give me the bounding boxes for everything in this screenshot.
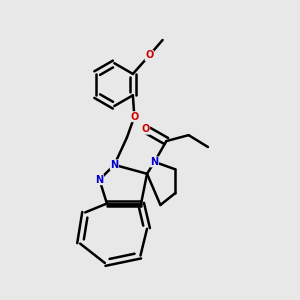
Text: O: O <box>145 50 153 61</box>
Text: O: O <box>141 124 150 134</box>
Text: N: N <box>110 160 118 170</box>
Text: O: O <box>130 112 139 122</box>
Text: N: N <box>150 157 158 167</box>
Text: N: N <box>95 175 104 185</box>
